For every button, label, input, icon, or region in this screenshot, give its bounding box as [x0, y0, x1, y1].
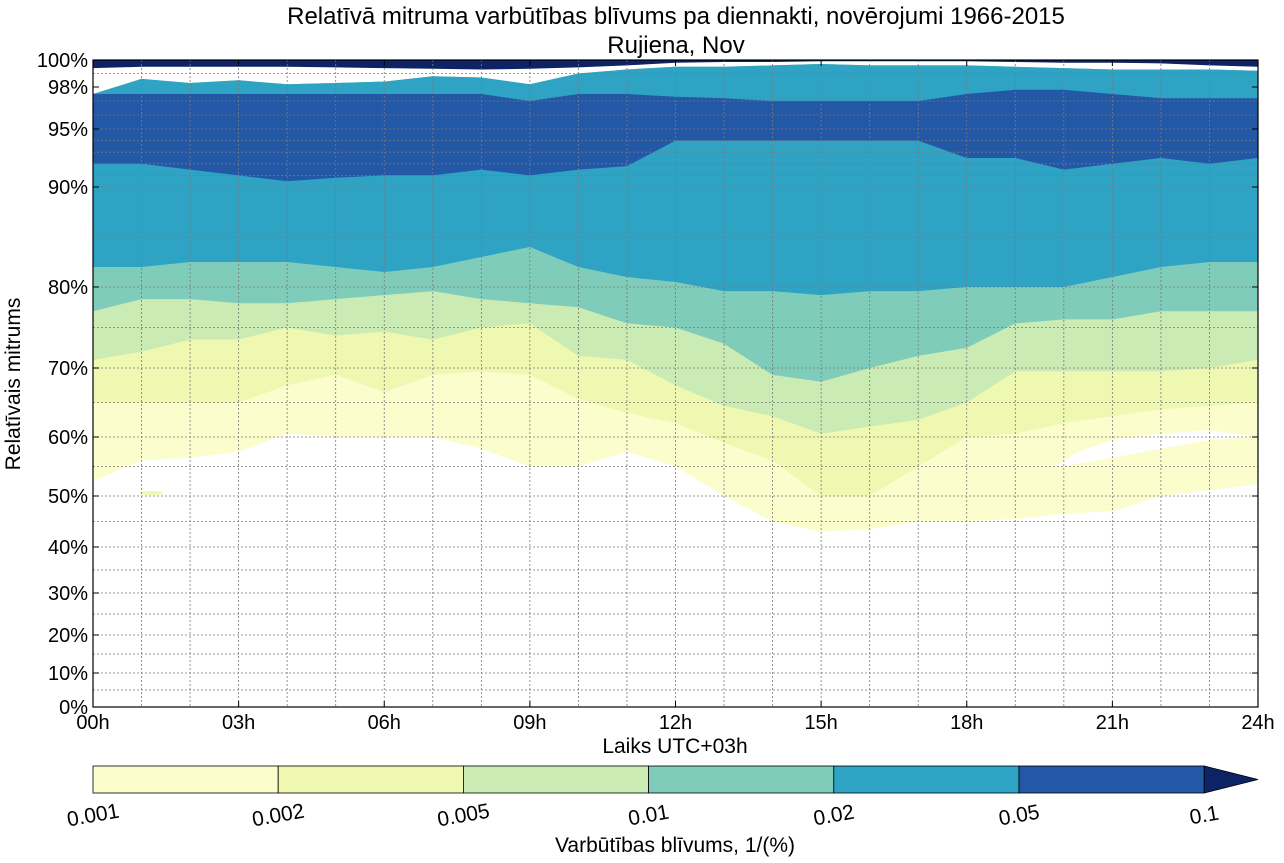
colorbar-tick-label: 0.002	[250, 800, 306, 832]
colorbar: 0.001 0.002 0.005 0.01 0.02 0.05 0.1	[65, 765, 1259, 832]
contour-speck	[139, 491, 164, 496]
y-tick-label: 40%	[48, 537, 88, 559]
chart-title: Relatīvā mitruma varbūtības blīvums pa d…	[287, 3, 1065, 30]
y-tick-label: 98%	[48, 77, 88, 99]
contour-hole	[1054, 430, 1258, 467]
x-tick-label: 15h	[804, 712, 837, 734]
chart-subtitle: Rujiena, Nov	[607, 32, 744, 59]
colorbar-swatch	[1018, 765, 1205, 794]
x-tick-label: 18h	[950, 712, 983, 734]
colorbar-swatch	[277, 765, 464, 794]
x-tick-label: 03h	[222, 712, 255, 734]
colorbar-swatch	[833, 765, 1020, 794]
x-tick-label: 12h	[659, 712, 692, 734]
plot-area: 0%10%20%30%40%50%60%70%80%90%95%98%100% …	[37, 50, 1275, 734]
y-tick-label: 30%	[48, 583, 88, 605]
y-tick-label: 70%	[48, 358, 88, 380]
y-tick-label: 60%	[48, 427, 88, 449]
x-tick-label: 09h	[513, 712, 546, 734]
y-tick-label: 20%	[48, 625, 88, 647]
colorbar-extend-arrow	[1203, 765, 1259, 794]
colorbar-tick-label: 0.005	[436, 800, 492, 832]
colorbar-swatch	[92, 765, 279, 794]
colorbar-tick-label: 0.1	[1188, 802, 1221, 830]
colorbar-swatch	[462, 765, 649, 794]
colorbar-swatch	[648, 765, 835, 794]
colorbar-tick-label: 0.02	[812, 801, 856, 831]
x-tick-label: 00h	[76, 712, 109, 734]
x-axis-label: Laiks UTC+03h	[602, 735, 747, 758]
y-tick-label: 95%	[48, 119, 88, 141]
y-tick-label: 100%	[37, 50, 88, 72]
y-axis-label: Relatīvais mitrums	[2, 298, 25, 471]
colorbar-tick-label: 0.001	[65, 800, 121, 832]
colorbar-tick-label: 0.05	[997, 801, 1041, 831]
colorbar-tick-label: 0.01	[627, 801, 671, 831]
x-tick-label: 06h	[368, 712, 401, 734]
y-tick-label: 0%	[59, 697, 88, 719]
y-tick-label: 90%	[48, 177, 88, 199]
y-tick-label: 50%	[48, 486, 88, 508]
y-tick-label: 10%	[48, 663, 88, 685]
colorbar-label: Varbūtības blīvums, 1/(%)	[555, 834, 795, 857]
y-tick-label: 80%	[48, 277, 88, 299]
x-tick-label: 24h	[1241, 712, 1274, 734]
x-tick-label: 21h	[1096, 712, 1129, 734]
